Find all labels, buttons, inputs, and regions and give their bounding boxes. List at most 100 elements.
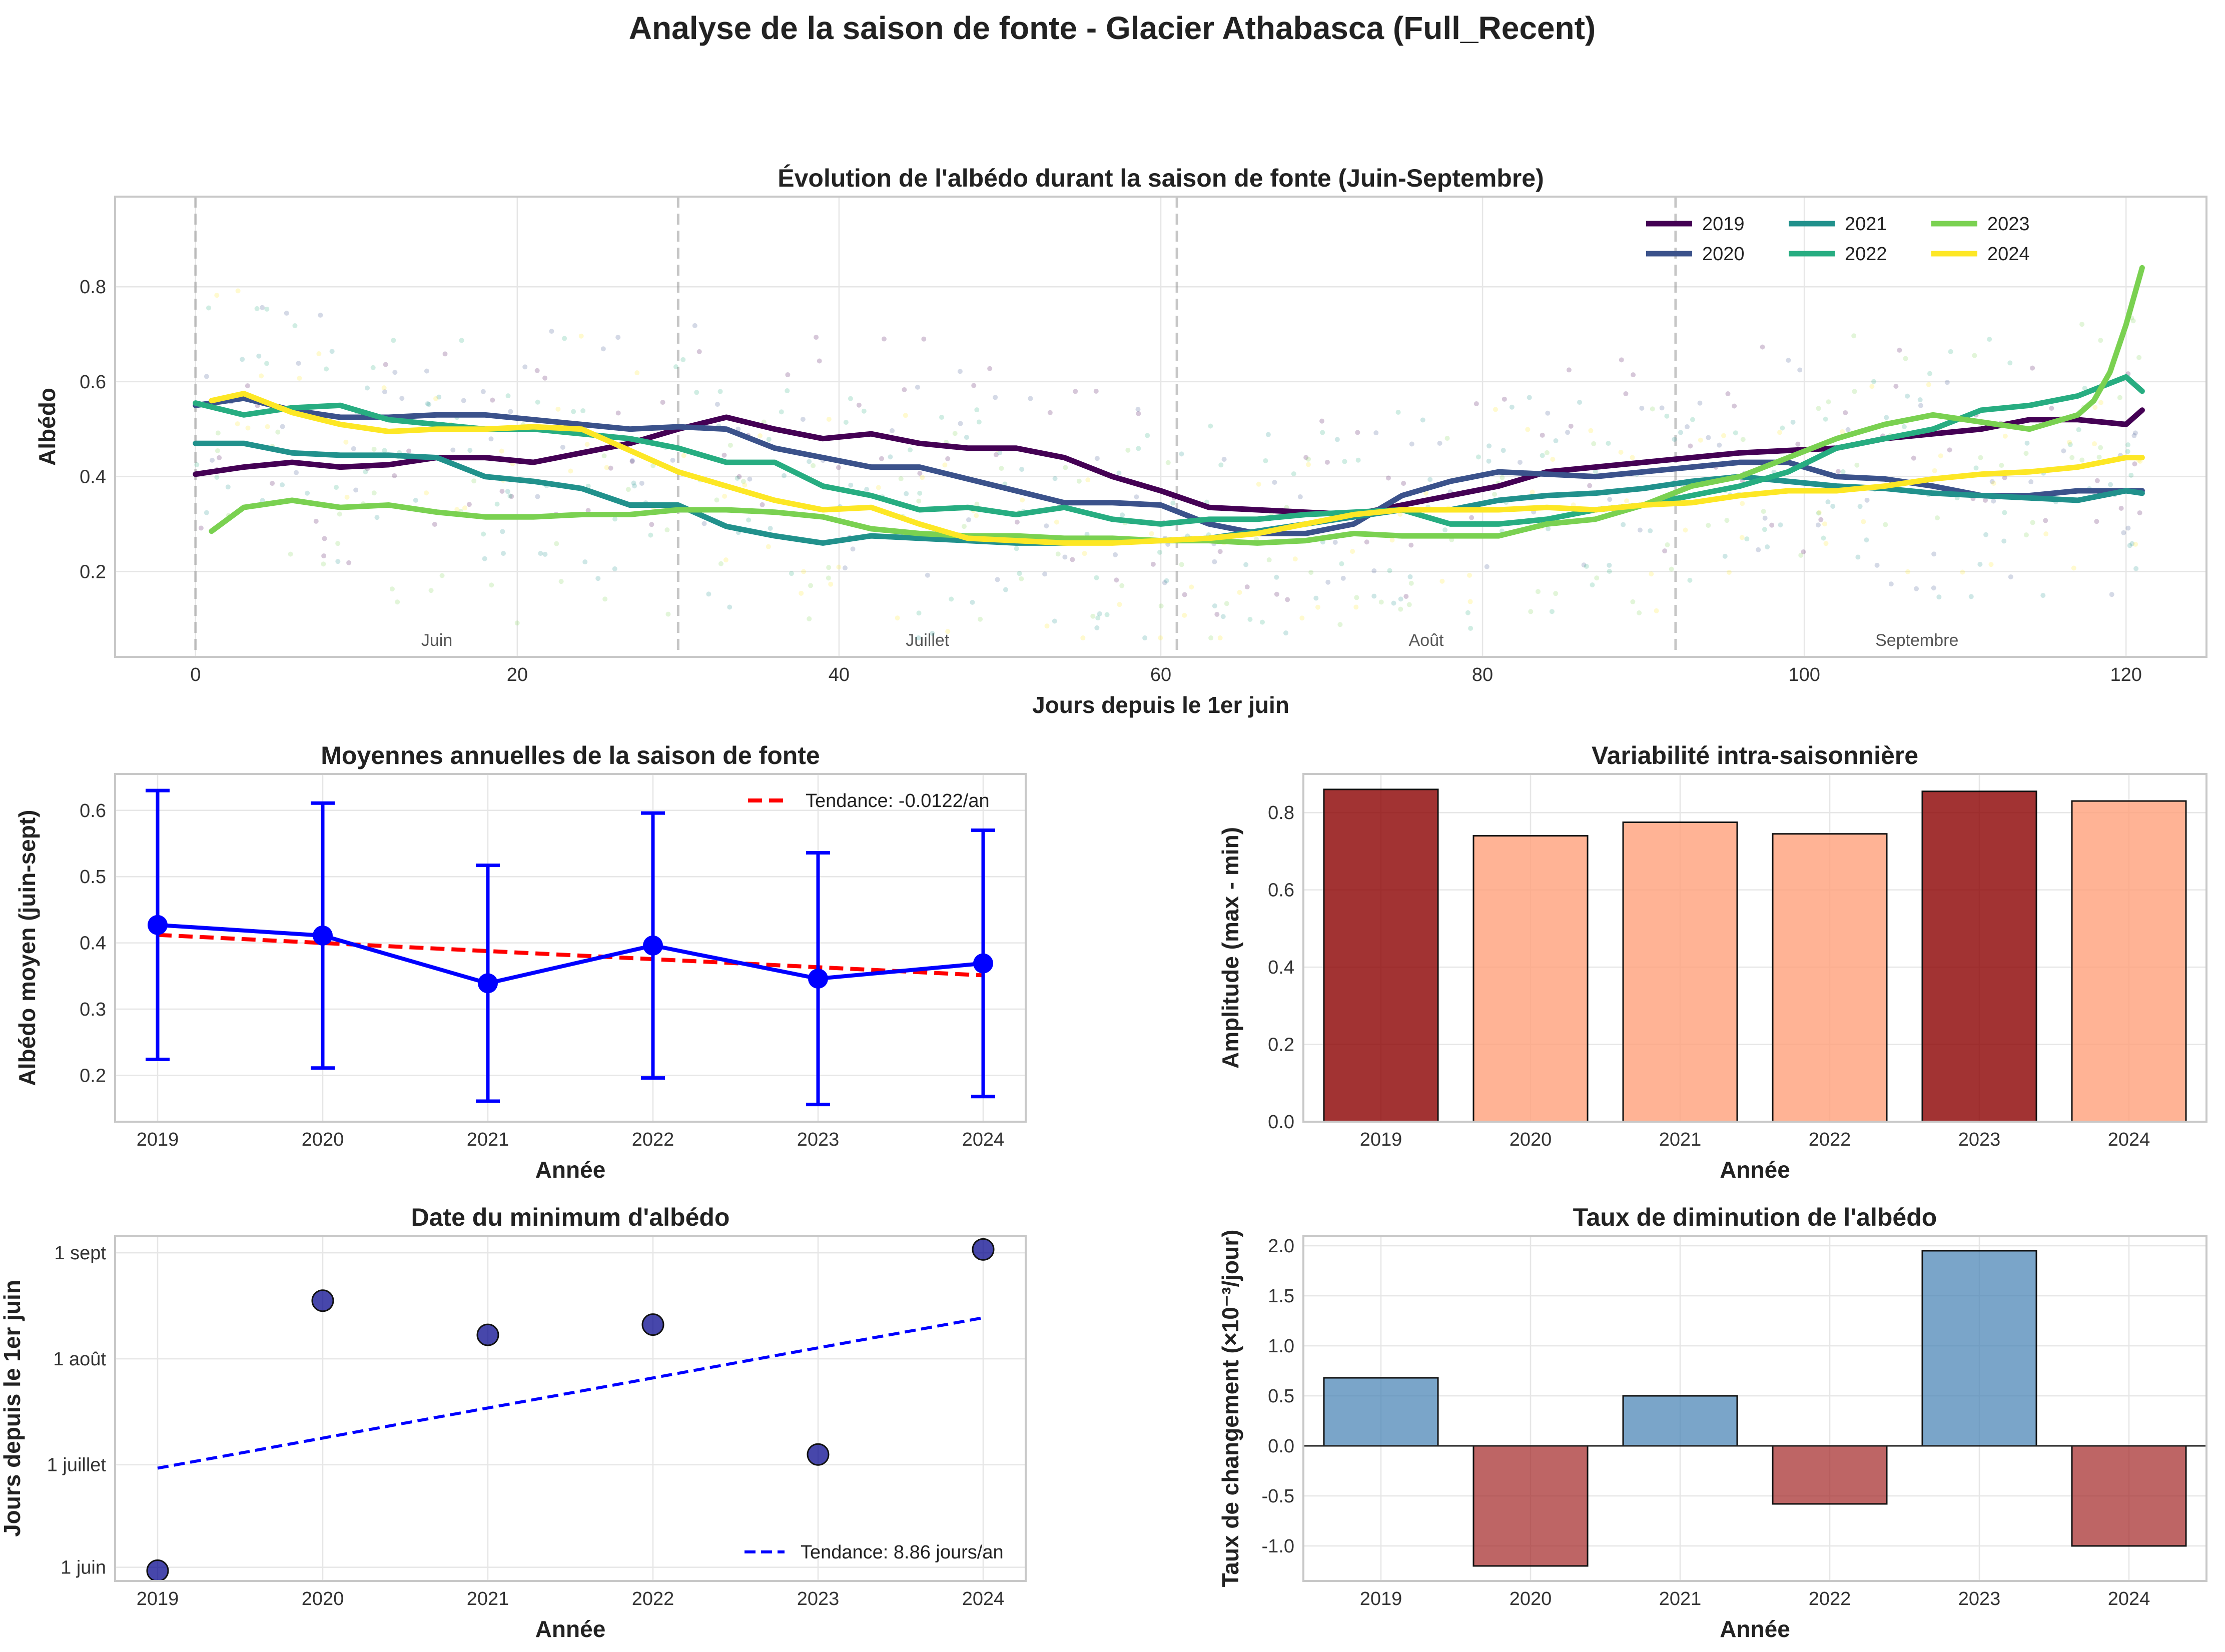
y-tick-label: 0.2 <box>80 561 106 582</box>
observation-point <box>1063 465 1068 470</box>
observation-point <box>346 560 352 565</box>
observation-point <box>727 442 733 448</box>
observation-point <box>1637 610 1642 615</box>
y-tick-label: 1 juillet <box>47 1455 107 1476</box>
observation-point <box>1857 504 1863 509</box>
observation-point <box>673 364 678 370</box>
observation-point <box>1825 499 1831 505</box>
observation-point <box>1125 447 1131 453</box>
observation-point <box>1669 566 1674 572</box>
observation-point <box>522 364 528 370</box>
observation-point <box>316 351 322 356</box>
observation-point <box>1179 562 1184 567</box>
observation-point <box>736 474 742 479</box>
observation-point <box>399 396 405 401</box>
observation-point <box>1500 475 1505 480</box>
observation-point <box>722 493 727 499</box>
observation-point <box>995 577 1000 582</box>
observation-point <box>1266 557 1272 563</box>
observation-point <box>1475 454 1481 460</box>
observation-point <box>2071 565 2076 571</box>
observation-point <box>1355 430 1360 435</box>
observation-point <box>337 511 342 517</box>
observation-point <box>1917 397 1923 403</box>
observation-point <box>850 546 856 552</box>
observation-point <box>612 516 618 522</box>
x-tick-label: 2021 <box>467 1588 509 1609</box>
x-tick-label: 2022 <box>632 1588 674 1609</box>
observation-point <box>1283 630 1288 636</box>
observation-point <box>1619 357 1624 363</box>
observation-point <box>987 366 993 371</box>
observation-point <box>1927 371 1933 376</box>
observation-point <box>1017 571 1022 576</box>
x-tick-label: 2023 <box>1958 1129 2001 1150</box>
observation-point <box>554 541 559 546</box>
observation-point <box>494 501 500 507</box>
observation-point <box>1550 457 1556 462</box>
observation-point <box>1988 562 1994 567</box>
observation-point <box>843 420 849 425</box>
observation-point <box>383 362 388 367</box>
y-tick-label: 1.5 <box>1268 1286 1294 1307</box>
series-line-2022 <box>193 374 2145 527</box>
x-tick-label: 2021 <box>1659 1588 1702 1609</box>
observation-point <box>1135 407 1141 412</box>
variability-title: Variabilité intra-saisonnière <box>1592 741 1918 769</box>
observation-point <box>1972 353 1977 358</box>
observation-point <box>826 565 832 570</box>
observation-point <box>696 349 702 354</box>
observation-point <box>1525 427 1531 432</box>
x-tick-label: 2024 <box>2108 1588 2150 1609</box>
observation-point <box>2094 519 2099 524</box>
observation-point <box>558 579 564 584</box>
observation-point <box>1594 575 1600 581</box>
observation-point <box>296 361 301 366</box>
observation-point <box>1948 349 1953 354</box>
observation-point <box>799 590 804 596</box>
observation-point <box>1577 400 1582 405</box>
observation-point <box>1134 494 1139 500</box>
observation-point <box>305 490 310 496</box>
observation-point <box>1903 356 1908 361</box>
observation-point <box>1350 549 1355 554</box>
observation-point <box>1740 501 1745 506</box>
observation-point <box>917 490 923 496</box>
observation-point <box>664 527 670 533</box>
observation-point <box>1801 549 1806 555</box>
observation-point <box>2007 360 2013 366</box>
observation-point <box>1527 395 1532 400</box>
observation-point <box>1884 415 1889 420</box>
observation-point <box>215 430 221 436</box>
observation-point <box>1664 413 1670 419</box>
observation-point <box>746 517 752 523</box>
observation-point <box>1911 455 1916 461</box>
observation-point <box>1014 519 1020 525</box>
observation-point <box>382 389 387 395</box>
observation-point <box>768 526 773 531</box>
mean-point <box>478 973 498 994</box>
observation-point <box>1816 522 1821 528</box>
observation-point <box>2098 338 2103 343</box>
observation-point <box>629 458 635 463</box>
observation-point <box>584 442 590 447</box>
rate-title: Taux de diminution de l'albédo <box>1573 1203 1937 1231</box>
observation-point <box>1408 580 1414 586</box>
observation-point <box>2030 365 2035 371</box>
observation-point <box>1722 553 1728 559</box>
x-tick-label: 2019 <box>1360 1588 1402 1609</box>
observation-point <box>509 494 514 499</box>
observation-point <box>993 395 998 400</box>
observation-point <box>2079 457 2085 463</box>
observation-point <box>1795 441 1801 447</box>
observation-point <box>1113 552 1118 557</box>
variability-panel: Variabilité intra-saisonnière Année Amplit… <box>1217 741 2207 1183</box>
observation-point <box>568 468 573 474</box>
observation-point <box>639 480 644 486</box>
observation-point <box>256 353 262 359</box>
x-tick-label: 80 <box>1472 664 1493 685</box>
observation-point <box>1406 602 1412 607</box>
observation-point <box>1869 384 1875 389</box>
observation-point <box>1373 430 1379 436</box>
means-panel: Moyennes annuelles de la saison de fonte… <box>14 741 1027 1183</box>
